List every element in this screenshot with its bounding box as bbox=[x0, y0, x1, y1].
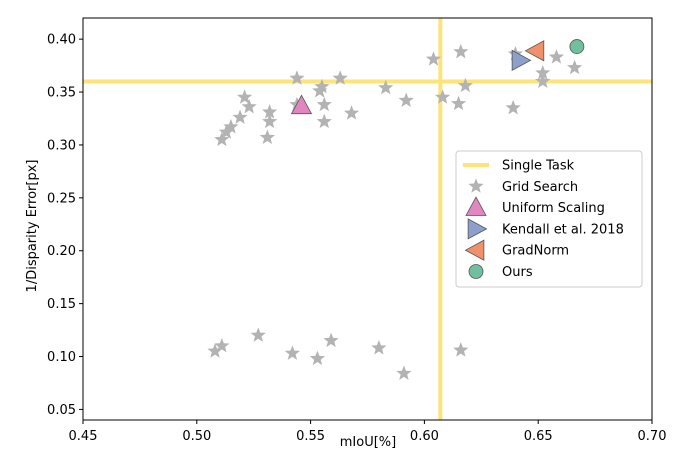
grid-search-point bbox=[207, 343, 223, 358]
x-tick-label: 0.50 bbox=[182, 429, 211, 444]
legend-box bbox=[455, 150, 643, 288]
grid-search-point bbox=[567, 59, 583, 75]
grid-search-point bbox=[262, 104, 278, 119]
grid-search-point bbox=[289, 70, 305, 85]
legend-marker-ours bbox=[468, 264, 484, 279]
y-axis-label: 1/Disparity Error[px] bbox=[25, 160, 40, 293]
legend-label-ours: Ours bbox=[502, 265, 533, 280]
legend-marker-uniform-scaling bbox=[465, 196, 487, 216]
legend-marker-gradnorm bbox=[464, 239, 485, 261]
grid-search-point bbox=[453, 43, 469, 59]
grid-search-point bbox=[425, 51, 442, 66]
y-tick-label: 0.15 bbox=[47, 297, 76, 312]
ours-point bbox=[569, 39, 585, 54]
grid-search-point bbox=[241, 98, 257, 114]
y-tick-label: 0.30 bbox=[47, 138, 76, 153]
grid-search-point bbox=[535, 65, 551, 80]
grid-search-point bbox=[505, 99, 521, 115]
legend-label-grid-search: Grid Search bbox=[502, 180, 578, 195]
grid-search-point bbox=[262, 113, 278, 129]
grid-search-point bbox=[214, 337, 230, 353]
y-tick-label: 0.20 bbox=[47, 244, 76, 259]
grid-search-point bbox=[453, 342, 469, 357]
grid-search-point bbox=[236, 89, 253, 104]
grid-search-point bbox=[332, 70, 348, 85]
grid-search-point bbox=[535, 73, 551, 88]
grid-search-point bbox=[284, 345, 300, 360]
legend-marker-grid-search bbox=[468, 178, 484, 193]
x-axis-label: mIoU[%] bbox=[340, 435, 396, 450]
grid-search-point bbox=[323, 332, 339, 348]
plot-frame bbox=[82, 17, 653, 421]
uniform-scaling-point bbox=[290, 94, 313, 115]
grid-search-point bbox=[398, 92, 414, 107]
grid-search-point bbox=[343, 105, 360, 120]
grid-search-point bbox=[548, 49, 565, 64]
grid-search-point bbox=[457, 77, 473, 93]
y-tick-label: 0.40 bbox=[47, 33, 76, 48]
gradnorm-point bbox=[524, 40, 545, 62]
x-tick-label: 0.65 bbox=[524, 429, 553, 444]
legend-marker-kendall-et-al-2018 bbox=[467, 218, 488, 240]
grid-search-point bbox=[450, 95, 467, 111]
x-tick-label: 0.45 bbox=[69, 429, 98, 444]
legend: Single Task Grid Search Uniform Scaling Ken… bbox=[455, 150, 643, 288]
grid-search-point bbox=[314, 78, 330, 94]
grid-search-point bbox=[250, 327, 266, 342]
axes: 0.45 0.50 0.55 0.60 0.65 0.70 0.05 0.10 0.15 0.20… bbox=[47, 17, 667, 444]
kendall-et-al-2018-point bbox=[511, 49, 532, 71]
y-tick-label: 0.35 bbox=[47, 86, 76, 101]
legend-label-uniform-scaling: Uniform Scaling bbox=[502, 201, 605, 216]
plot-area bbox=[83, 18, 652, 420]
grid-search-point bbox=[223, 118, 239, 134]
grid-search-point bbox=[316, 113, 332, 129]
x-tick-label: 0.70 bbox=[638, 429, 667, 444]
x-tick-label: 0.60 bbox=[410, 429, 439, 444]
grid-search-point bbox=[316, 96, 332, 112]
grid-search-point bbox=[259, 129, 275, 145]
legend-label-single-task: Single Task bbox=[502, 159, 575, 174]
grid-search-point bbox=[232, 109, 248, 124]
y-tick-label: 0.05 bbox=[47, 403, 76, 418]
grid-search-point bbox=[214, 131, 230, 147]
x-tick-label: 0.55 bbox=[296, 429, 325, 444]
legend-label-gradnorm: GradNorm bbox=[502, 244, 569, 259]
grid-search-point bbox=[371, 340, 387, 355]
grid-search-point bbox=[435, 89, 451, 104]
grid-search-point bbox=[309, 350, 326, 366]
grid-search-point bbox=[218, 124, 234, 139]
grid-search-point bbox=[378, 79, 394, 95]
y-tick-label: 0.10 bbox=[47, 350, 76, 365]
legend-label-kendall-et-al-2018: Kendall et al. 2018 bbox=[502, 222, 624, 237]
grid-search-point bbox=[396, 365, 412, 380]
y-tick-label: 0.25 bbox=[47, 191, 76, 206]
